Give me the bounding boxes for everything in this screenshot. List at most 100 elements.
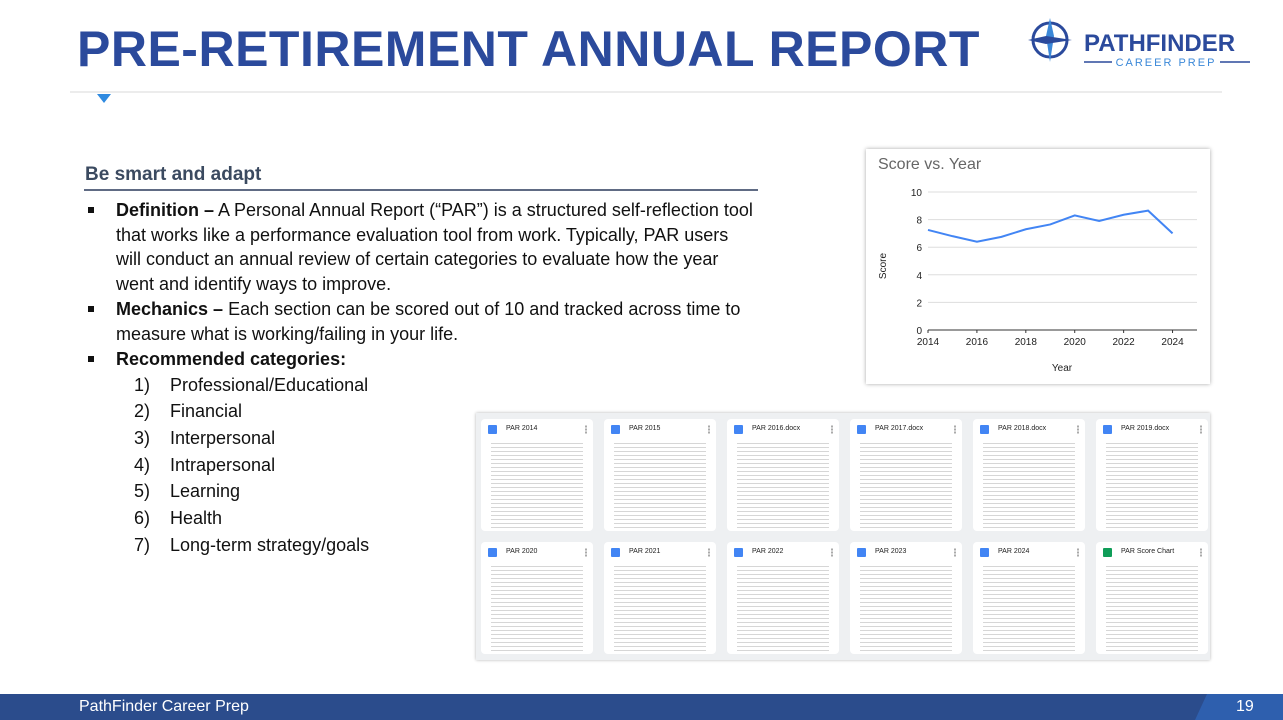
chart-card: Score vs. Year Year Score 0 2 4 6 8 10 2014 201… — [866, 149, 1210, 384]
file-name: PAR 2019.docx — [1121, 425, 1170, 432]
bullet: Recommended categories: — [88, 347, 758, 372]
file-preview — [1106, 564, 1198, 654]
file-icon — [857, 425, 866, 434]
category-item: 5) Learning — [88, 479, 758, 506]
y-tick-label: 8 — [916, 216, 922, 227]
file-name: PAR 2021 — [629, 548, 661, 555]
menu-dots — [1200, 548, 1202, 557]
file-name: PAR 2024 — [998, 548, 1030, 555]
file-icon — [488, 425, 497, 434]
category-number: 5) — [134, 481, 151, 502]
file-name: PAR 2016.docx — [752, 425, 801, 432]
x-tick-label: 2020 — [1064, 337, 1087, 348]
category-text: Learning — [170, 481, 241, 502]
menu-dots — [954, 425, 956, 434]
x-tick-label: 2018 — [1015, 337, 1038, 348]
y-tick-label: 10 — [911, 188, 923, 199]
file-name: PAR 2015 — [629, 425, 661, 432]
bullet: Definition – A Personal Annual Report (“… — [88, 198, 758, 296]
header-rule — [70, 91, 1222, 103]
file-card: PAR 2019.docx — [1096, 419, 1208, 531]
bullet-text: A Personal Annual Report (“PAR”) is a st… — [116, 200, 753, 294]
file-card: PAR Score Chart — [1096, 542, 1208, 654]
file-preview — [491, 564, 583, 654]
data-line — [927, 209, 1174, 243]
y-tick-label: 6 — [916, 243, 922, 254]
category-number: 7) — [134, 534, 151, 555]
file-preview — [491, 441, 583, 531]
category-item: 3) Interpersonal — [88, 426, 758, 453]
footer-accent — [1195, 694, 1283, 720]
file-card: PAR 2016.docx — [727, 419, 839, 531]
file-name: PAR 2014 — [506, 425, 538, 432]
logo-tagline: CAREER PREP — [1116, 57, 1217, 69]
logo-compass — [1028, 36, 1072, 44]
file-name: PAR 2023 — [875, 548, 907, 555]
x-axis-label: Year — [1052, 363, 1073, 374]
file-name: PAR 2018.docx — [998, 425, 1047, 432]
menu-dots — [831, 425, 833, 434]
file-card: PAR 2014 — [481, 419, 593, 531]
file-icon — [1103, 548, 1112, 557]
file-icon — [857, 548, 866, 557]
file-card: PAR 2017.docx — [850, 419, 962, 531]
bullet-lead: Definition – — [116, 200, 214, 220]
category-text: Interpersonal — [170, 427, 276, 448]
y-tick-label: 4 — [916, 271, 922, 282]
category-text: Intrapersonal — [170, 454, 276, 475]
logo-name: PATHFINDER — [1084, 30, 1235, 57]
file-icon — [1103, 425, 1112, 434]
category-number: 2) — [134, 401, 151, 422]
category-item: 2) Financial — [88, 399, 758, 426]
file-icon — [488, 548, 497, 557]
bullet-lead: Mechanics – — [116, 299, 224, 319]
bullet-square — [88, 306, 94, 312]
menu-dots — [1077, 425, 1079, 434]
category-item: 1) Professional/Educational — [88, 373, 758, 400]
logo: PATHFINDER CAREER PREP — [1028, 18, 1250, 69]
menu-dots — [954, 548, 956, 557]
file-preview — [614, 441, 706, 531]
file-grid: PAR 2014 PAR 2015 PAR 2016.docx PAR 2017.do… — [476, 413, 1210, 660]
file-icon — [980, 425, 989, 434]
marker — [97, 94, 111, 103]
heading-rule — [84, 189, 758, 191]
file-preview — [1106, 441, 1198, 531]
menu-dots — [1200, 425, 1202, 434]
bullet-lead: Recommended categories: — [116, 349, 347, 369]
menu-dots — [1077, 548, 1079, 557]
category-text: Long-term strategy/goals — [170, 534, 370, 555]
file-icon — [611, 425, 620, 434]
slide-title: PRE-RETIREMENT ANNUAL REPORT — [77, 21, 980, 77]
file-card: PAR 2018.docx — [973, 419, 1085, 531]
file-preview — [614, 564, 706, 654]
file-icon — [980, 548, 989, 557]
file-preview — [983, 441, 1075, 531]
menu-dots — [585, 425, 587, 434]
category-item: 6) Health — [88, 506, 758, 533]
file-card: PAR 2020 — [481, 542, 593, 654]
category-text: Health — [170, 507, 223, 528]
menu-dots — [585, 548, 587, 557]
chart: Score vs. Year Year Score 0 2 4 6 8 10 2014 201… — [878, 156, 1197, 374]
file-name: PAR 2017.docx — [875, 425, 924, 432]
accent — [1195, 694, 1283, 720]
bullet: Mechanics – Each section can be scored o… — [88, 297, 758, 346]
file-name: PAR 2020 — [506, 548, 538, 555]
y-tick-label: 0 — [916, 326, 922, 337]
category-number: 4) — [134, 454, 151, 475]
file-card: PAR 2022 — [727, 542, 839, 654]
category-number: 6) — [134, 507, 151, 528]
y-axis-label: Score — [878, 253, 889, 280]
file-name: PAR 2022 — [752, 548, 784, 555]
category-item: 4) Intrapersonal — [88, 453, 758, 480]
x-tick-label: 2014 — [917, 337, 940, 348]
file-preview — [860, 441, 952, 531]
category-text: Professional/Educational — [170, 374, 369, 395]
bullet-square — [88, 207, 94, 213]
file-preview — [737, 564, 829, 654]
x-tick-label: 2016 — [966, 337, 989, 348]
bullet-text: Each section can be scored out of 10 and… — [116, 299, 741, 344]
menu-dots — [831, 548, 833, 557]
